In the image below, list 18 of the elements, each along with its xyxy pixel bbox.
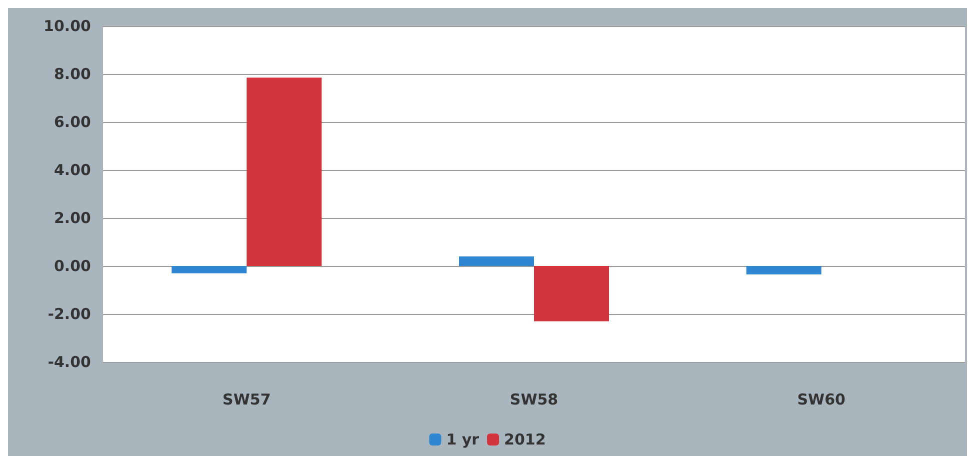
- y-tick-label: 10.00: [44, 17, 91, 35]
- bar: [534, 266, 609, 322]
- x-tick-label: SW57: [222, 390, 271, 408]
- y-tick-label: 6.00: [54, 113, 91, 131]
- bar: [172, 266, 247, 274]
- y-tick-label: 2.00: [54, 209, 91, 227]
- legend-label: 1 yr: [446, 430, 480, 448]
- y-tick-label: 8.00: [54, 65, 91, 83]
- y-tick-label: -2.00: [48, 305, 91, 323]
- bar: [459, 256, 534, 266]
- y-tick-label: 4.00: [54, 161, 91, 179]
- x-tick-label: SW60: [797, 390, 846, 408]
- x-tick-label: SW58: [510, 390, 558, 408]
- bar: [246, 78, 322, 266]
- legend-label: 2012: [504, 430, 546, 448]
- y-tick-label: -4.00: [48, 353, 91, 371]
- y-tick-label: 0.00: [54, 257, 91, 275]
- bar: [746, 266, 822, 274]
